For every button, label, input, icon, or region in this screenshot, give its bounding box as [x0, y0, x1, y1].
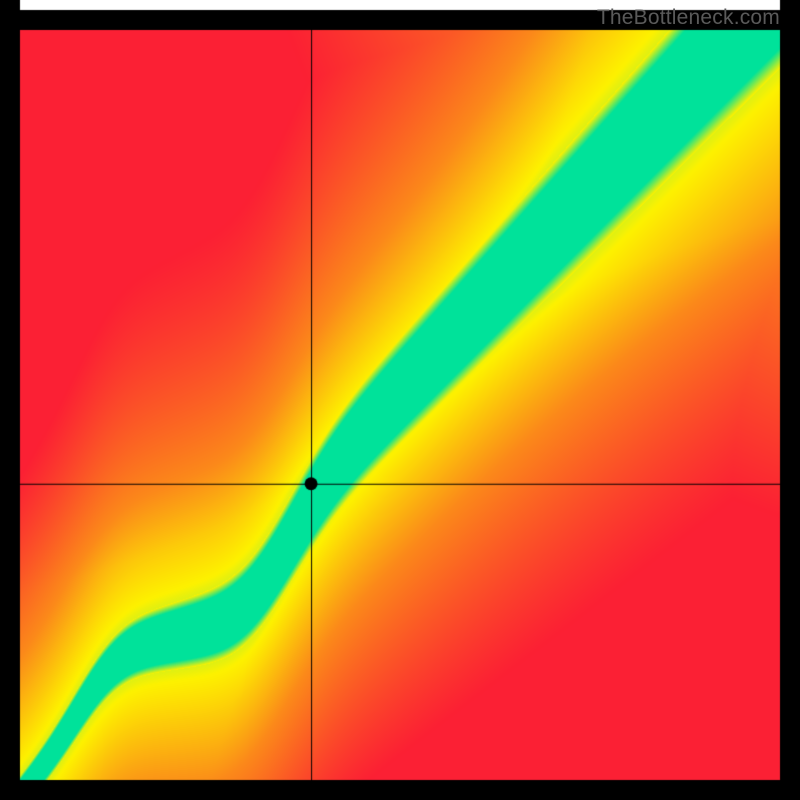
bottleneck-heatmap — [0, 0, 800, 800]
watermark-text: TheBottleneck.com — [597, 6, 780, 30]
